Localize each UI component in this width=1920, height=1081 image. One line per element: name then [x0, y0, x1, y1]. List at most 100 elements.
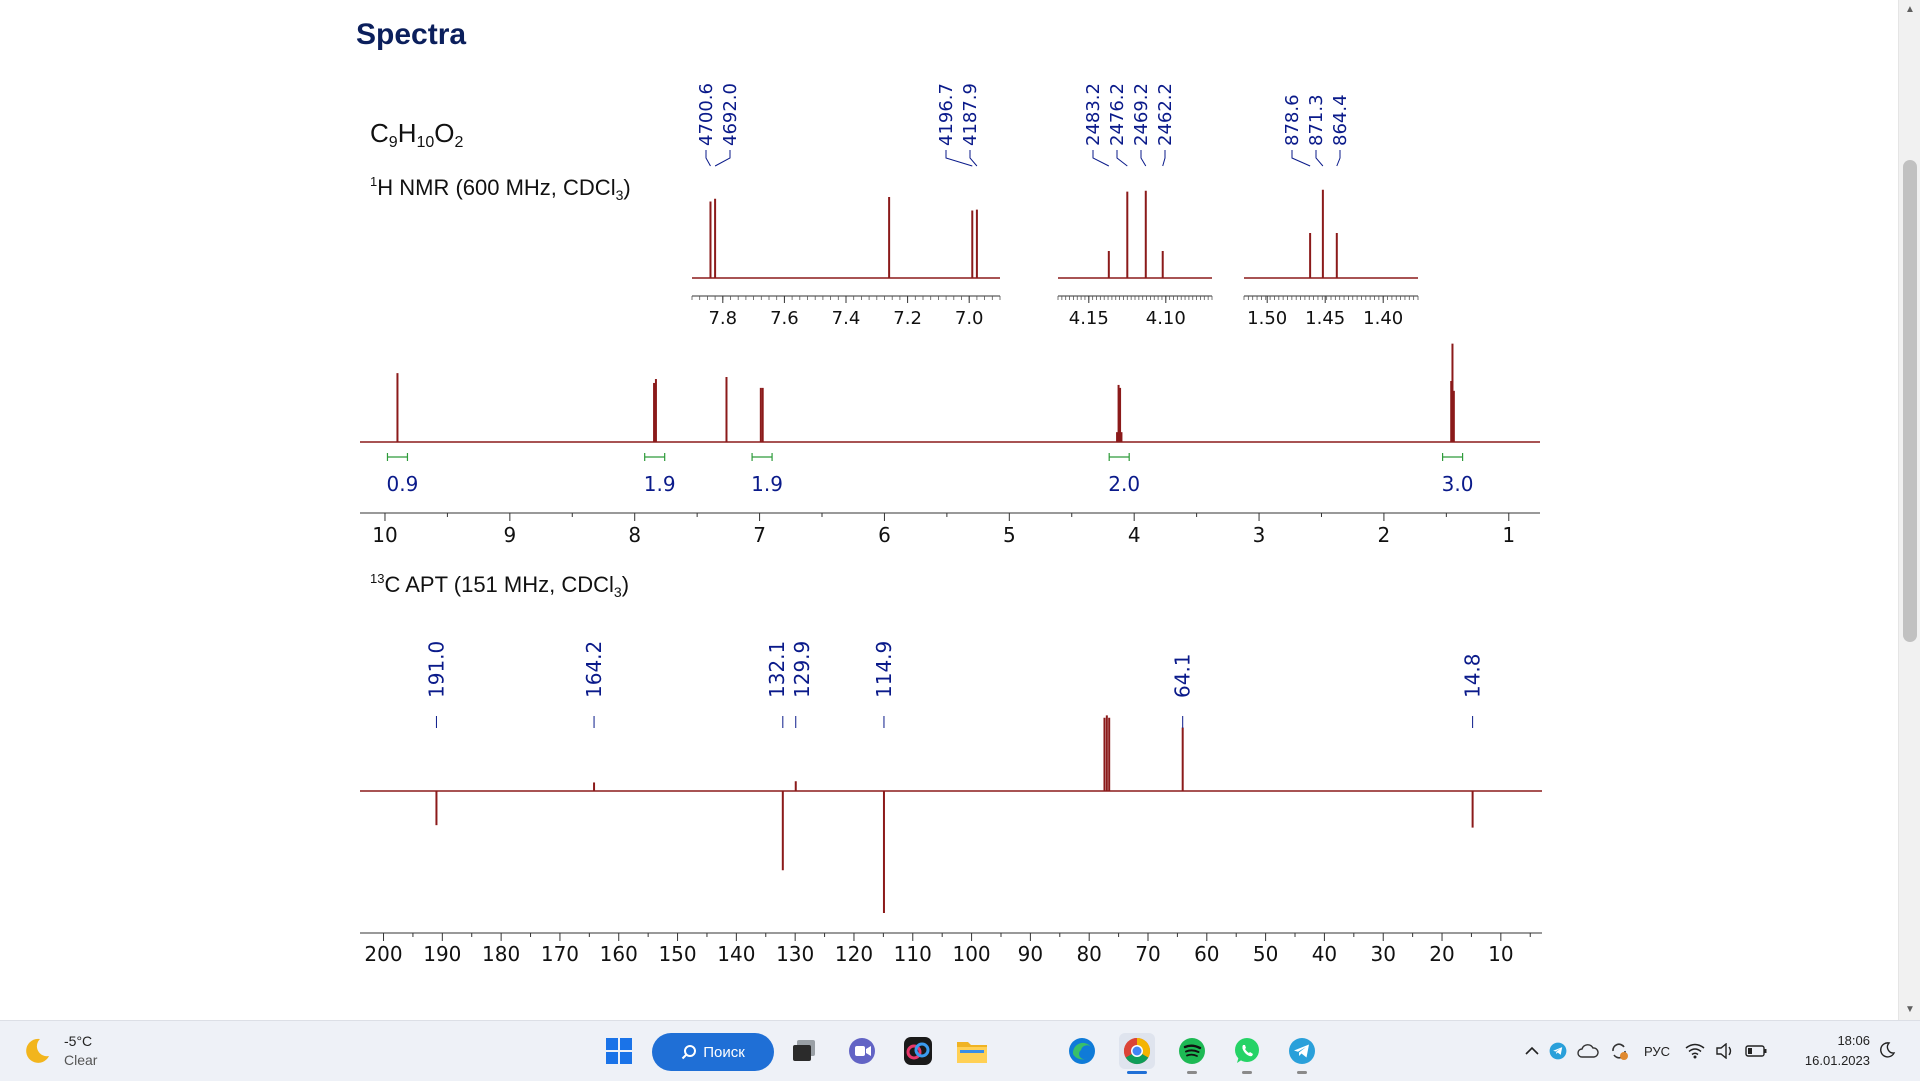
tray-telegram-icon[interactable] — [1549, 1042, 1567, 1060]
c-peak-shift-label: 191.0 — [424, 641, 448, 698]
c-tick-label: 160 — [600, 942, 638, 966]
h-title-post: ) — [623, 175, 631, 200]
task-view-icon[interactable] — [786, 1033, 822, 1069]
input-language-indicator[interactable]: РУС — [1644, 1043, 1671, 1059]
spotify-running-indicator — [1187, 1071, 1197, 1074]
scrollbar-thumb[interactable] — [1903, 160, 1917, 642]
integral-value: 1.9 — [751, 472, 783, 496]
creative-cloud-icon[interactable] — [900, 1033, 936, 1069]
peak-label-leader — [1315, 150, 1324, 167]
wifi-icon[interactable] — [1685, 1043, 1705, 1059]
c-tick-label: 140 — [717, 942, 755, 966]
weather-widget[interactable]: -5°C Clear — [22, 1029, 97, 1073]
h-title-sup: 1 — [370, 174, 378, 189]
search-button[interactable]: Поиск — [652, 1033, 774, 1071]
system-tray: РУС — [1520, 1021, 1772, 1081]
whatsapp-icon[interactable] — [1229, 1033, 1265, 1074]
clock-date: 16.01.2023 — [1804, 1053, 1870, 1068]
search-label: Поиск — [703, 1043, 745, 1061]
c-peak-shift-label: 14.8 — [1461, 653, 1485, 698]
integral-marker — [751, 453, 773, 461]
h-tick-label: 7 — [753, 523, 766, 547]
vertical-scrollbar[interactable]: ▲ ▼ — [1898, 0, 1920, 1020]
c-tick-label: 60 — [1194, 942, 1219, 966]
file-explorer-icon[interactable] — [954, 1033, 990, 1069]
integral-value: 3.0 — [1442, 472, 1474, 496]
peak-label-leader — [1116, 150, 1128, 167]
formula-subscript: 10 — [416, 134, 435, 151]
inset-methyl-tick-label: 1.40 — [1363, 308, 1403, 329]
show-hidden-icons-chevron-icon[interactable] — [1525, 1046, 1539, 1056]
h-tick-label: 5 — [1003, 523, 1016, 547]
c-tick-label: 110 — [894, 942, 932, 966]
chrome-active-indicator — [1127, 1071, 1147, 1074]
notifications-moon-icon[interactable] — [1878, 1041, 1896, 1064]
h-tick-label: 4 — [1128, 523, 1141, 547]
onedrive-cloud-icon[interactable] — [1577, 1044, 1599, 1058]
scroll-down-arrow-icon[interactable]: ▼ — [1905, 1004, 1915, 1015]
c-title-main: C APT (151 MHz, CDCl — [384, 572, 614, 597]
integral-marker — [386, 453, 409, 461]
c-tick-label: 30 — [1370, 942, 1395, 966]
peak-frequency-label: 2483.2 — [1083, 83, 1104, 146]
weather-condition: Clear — [64, 1052, 98, 1068]
integral-marker — [644, 453, 666, 461]
c-tick-label: 200 — [364, 942, 402, 966]
sync-update-icon[interactable] — [1609, 1041, 1629, 1061]
edge-icon[interactable] — [1064, 1033, 1100, 1069]
c-tick-label: 170 — [541, 942, 579, 966]
molecular-formula: C9H10O2 — [370, 118, 463, 152]
c-tick-label: 80 — [1076, 942, 1101, 966]
inset-aromatic-tick-label: 7.2 — [893, 308, 922, 329]
peak-frequency-label: 4196.7 — [936, 83, 957, 146]
c-tick-label: 120 — [835, 942, 873, 966]
peak-label-leader — [969, 150, 978, 167]
integral-value: 0.9 — [387, 472, 419, 496]
formula-element: H — [397, 118, 417, 148]
peak-frequency-label: 2476.2 — [1107, 83, 1128, 146]
inset-methyl-tick-label: 1.45 — [1305, 308, 1345, 329]
c-apt-spectrum: 191.0 164.2 132.1 129.9 114.9 64.1 14.8 200 190 1… — [360, 641, 1542, 966]
c-tick-label: 150 — [658, 942, 696, 966]
inset-methylene-tick-label: 4.10 — [1146, 308, 1186, 329]
c-title-sup: 13 — [370, 571, 385, 586]
peak-frequency-label: 2469.2 — [1131, 83, 1152, 146]
inset-methyl-tick-label: 1.50 — [1247, 308, 1287, 329]
battery-icon[interactable] — [1745, 1045, 1767, 1057]
peak-frequency-label: 871.3 — [1306, 94, 1327, 146]
c-tick-label: 180 — [482, 942, 520, 966]
moon-icon — [26, 1038, 49, 1063]
peak-label-leader — [1336, 150, 1341, 167]
peak-frequency-label: 4187.9 — [960, 83, 981, 146]
h-title-main: H NMR (600 MHz, CDCl — [377, 175, 616, 200]
h-tick-label: 10 — [372, 523, 397, 547]
peak-frequency-label: 2462.2 — [1155, 83, 1176, 146]
c-peak-shift-label: 64.1 — [1171, 653, 1195, 698]
integral-marker — [1108, 453, 1130, 461]
h-tick-label: 2 — [1378, 523, 1391, 547]
weather-temperature: -5°C — [64, 1033, 93, 1049]
scroll-up-arrow-icon[interactable]: ▲ — [1905, 4, 1915, 15]
c-tick-label: 40 — [1312, 942, 1337, 966]
system-clock[interactable]: 18:06 16.01.2023 — [1796, 1031, 1870, 1071]
formula-subscript: 2 — [454, 134, 464, 151]
c-title-sub: 3 — [613, 584, 622, 600]
telegram-icon[interactable] — [1284, 1033, 1320, 1074]
peak-label-leader — [1162, 150, 1166, 167]
peak-label-leader — [714, 150, 731, 167]
teams-chat-icon[interactable] — [844, 1033, 880, 1069]
inset-aromatic-tick-label: 7.4 — [832, 308, 861, 329]
chrome-icon[interactable] — [1119, 1033, 1155, 1074]
c-apt-title: 13C APT (151 MHz, CDCl3) — [370, 571, 629, 600]
start-icon[interactable] — [601, 1033, 637, 1069]
spotify-icon[interactable] — [1174, 1033, 1210, 1074]
c-peak-shift-label: 132.1 — [765, 641, 789, 698]
inset-aromatic-tick-label: 7.6 — [770, 308, 799, 329]
inset-aromatic-tick-label: 7.0 — [955, 308, 984, 329]
c-peak-shift-label: 164.2 — [582, 641, 606, 698]
peak-frequency-label: 4692.0 — [720, 83, 741, 146]
volume-icon[interactable] — [1715, 1043, 1735, 1059]
c-tick-label: 50 — [1253, 942, 1278, 966]
peak-frequency-label: 864.4 — [1330, 94, 1351, 146]
c-title-post: ) — [621, 572, 630, 597]
